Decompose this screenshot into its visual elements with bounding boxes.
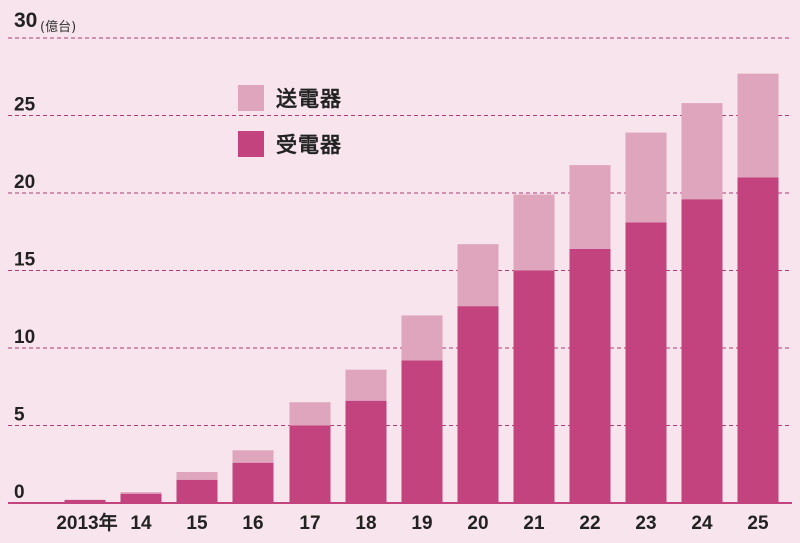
y-tick-label: 20 (14, 172, 35, 193)
x-tick-label: 20 (467, 513, 488, 534)
x-tick-label: 21 (523, 513, 545, 534)
y-tick-label-top: 30 (14, 9, 38, 32)
y-tick-label: 10 (14, 327, 35, 348)
y-tick-label: 5 (14, 405, 25, 426)
x-tick-label: 16 (242, 513, 263, 534)
bar-receiver (401, 360, 443, 503)
x-tick-label: 23 (635, 513, 656, 534)
bar-sender (176, 472, 218, 480)
y-axis-unit: (億台) (40, 20, 77, 35)
bars (64, 73, 779, 503)
x-tick-label: 22 (579, 513, 600, 534)
legend-label-sender: 送電器 (276, 87, 342, 111)
bar-receiver (289, 425, 331, 503)
legend-swatch-receiver (238, 131, 264, 157)
bar-sender (569, 165, 611, 249)
bar-receiver (681, 199, 723, 503)
x-tick-label: 17 (299, 513, 320, 534)
grid-lines (8, 37, 792, 504)
legend-swatch-sender (238, 85, 264, 111)
bar-sender (401, 315, 443, 361)
y-tick-label: 25 (14, 95, 36, 116)
bar-receiver (513, 270, 555, 503)
legend-item-sender: 送電器 (238, 83, 342, 113)
x-tick-label: 14 (130, 513, 152, 534)
bar-sender (513, 194, 555, 271)
legend-label-receiver: 受電器 (276, 133, 342, 157)
bar-receiver (64, 499, 106, 503)
x-tick-label: 2013年 (56, 511, 117, 534)
bar-sender (681, 103, 723, 200)
x-tick-labels: 2013年 14 15 16 17 18 19 20 21 22 23 24 25 (56, 511, 769, 534)
y-tick-label: 0 (14, 482, 25, 503)
bar-receiver (737, 177, 779, 503)
x-tick-label: 18 (355, 513, 376, 534)
bar-receiver (625, 222, 667, 503)
y-tick-labels: 0 5 10 15 20 25 (14, 95, 36, 504)
bar-sender (625, 132, 667, 223)
bar-sender (120, 492, 162, 494)
bar-receiver (120, 493, 162, 503)
bar-receiver (232, 462, 274, 503)
bar-sender (345, 369, 387, 401)
bar-receiver (345, 400, 387, 503)
bar-receiver (176, 479, 218, 503)
x-tick-label: 19 (411, 513, 432, 534)
bar-sender (457, 244, 499, 307)
legend: 送電器 受電器 (238, 83, 342, 175)
bar-sender (232, 450, 274, 463)
x-tick-label: 25 (747, 513, 769, 534)
bar-receiver (569, 248, 611, 503)
y-tick-label: 15 (14, 250, 36, 271)
x-tick-label: 24 (691, 513, 713, 534)
bar-sender (289, 402, 331, 426)
bar-receiver (457, 306, 499, 503)
x-tick-label: 15 (186, 513, 208, 534)
bar-sender (737, 73, 779, 178)
legend-item-receiver: 受電器 (238, 129, 342, 159)
